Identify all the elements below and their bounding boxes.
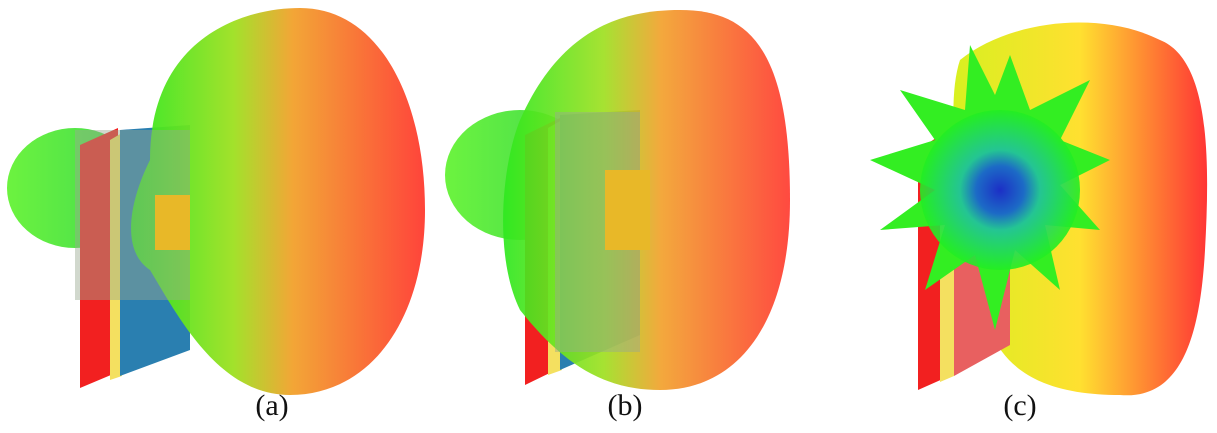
- panel-a: [7, 8, 425, 395]
- panel-label: (b): [608, 389, 643, 422]
- panel-label: (a): [255, 389, 288, 422]
- panel-label: (c): [1003, 389, 1036, 422]
- panel-c: [870, 22, 1208, 396]
- panel-b: [445, 10, 790, 390]
